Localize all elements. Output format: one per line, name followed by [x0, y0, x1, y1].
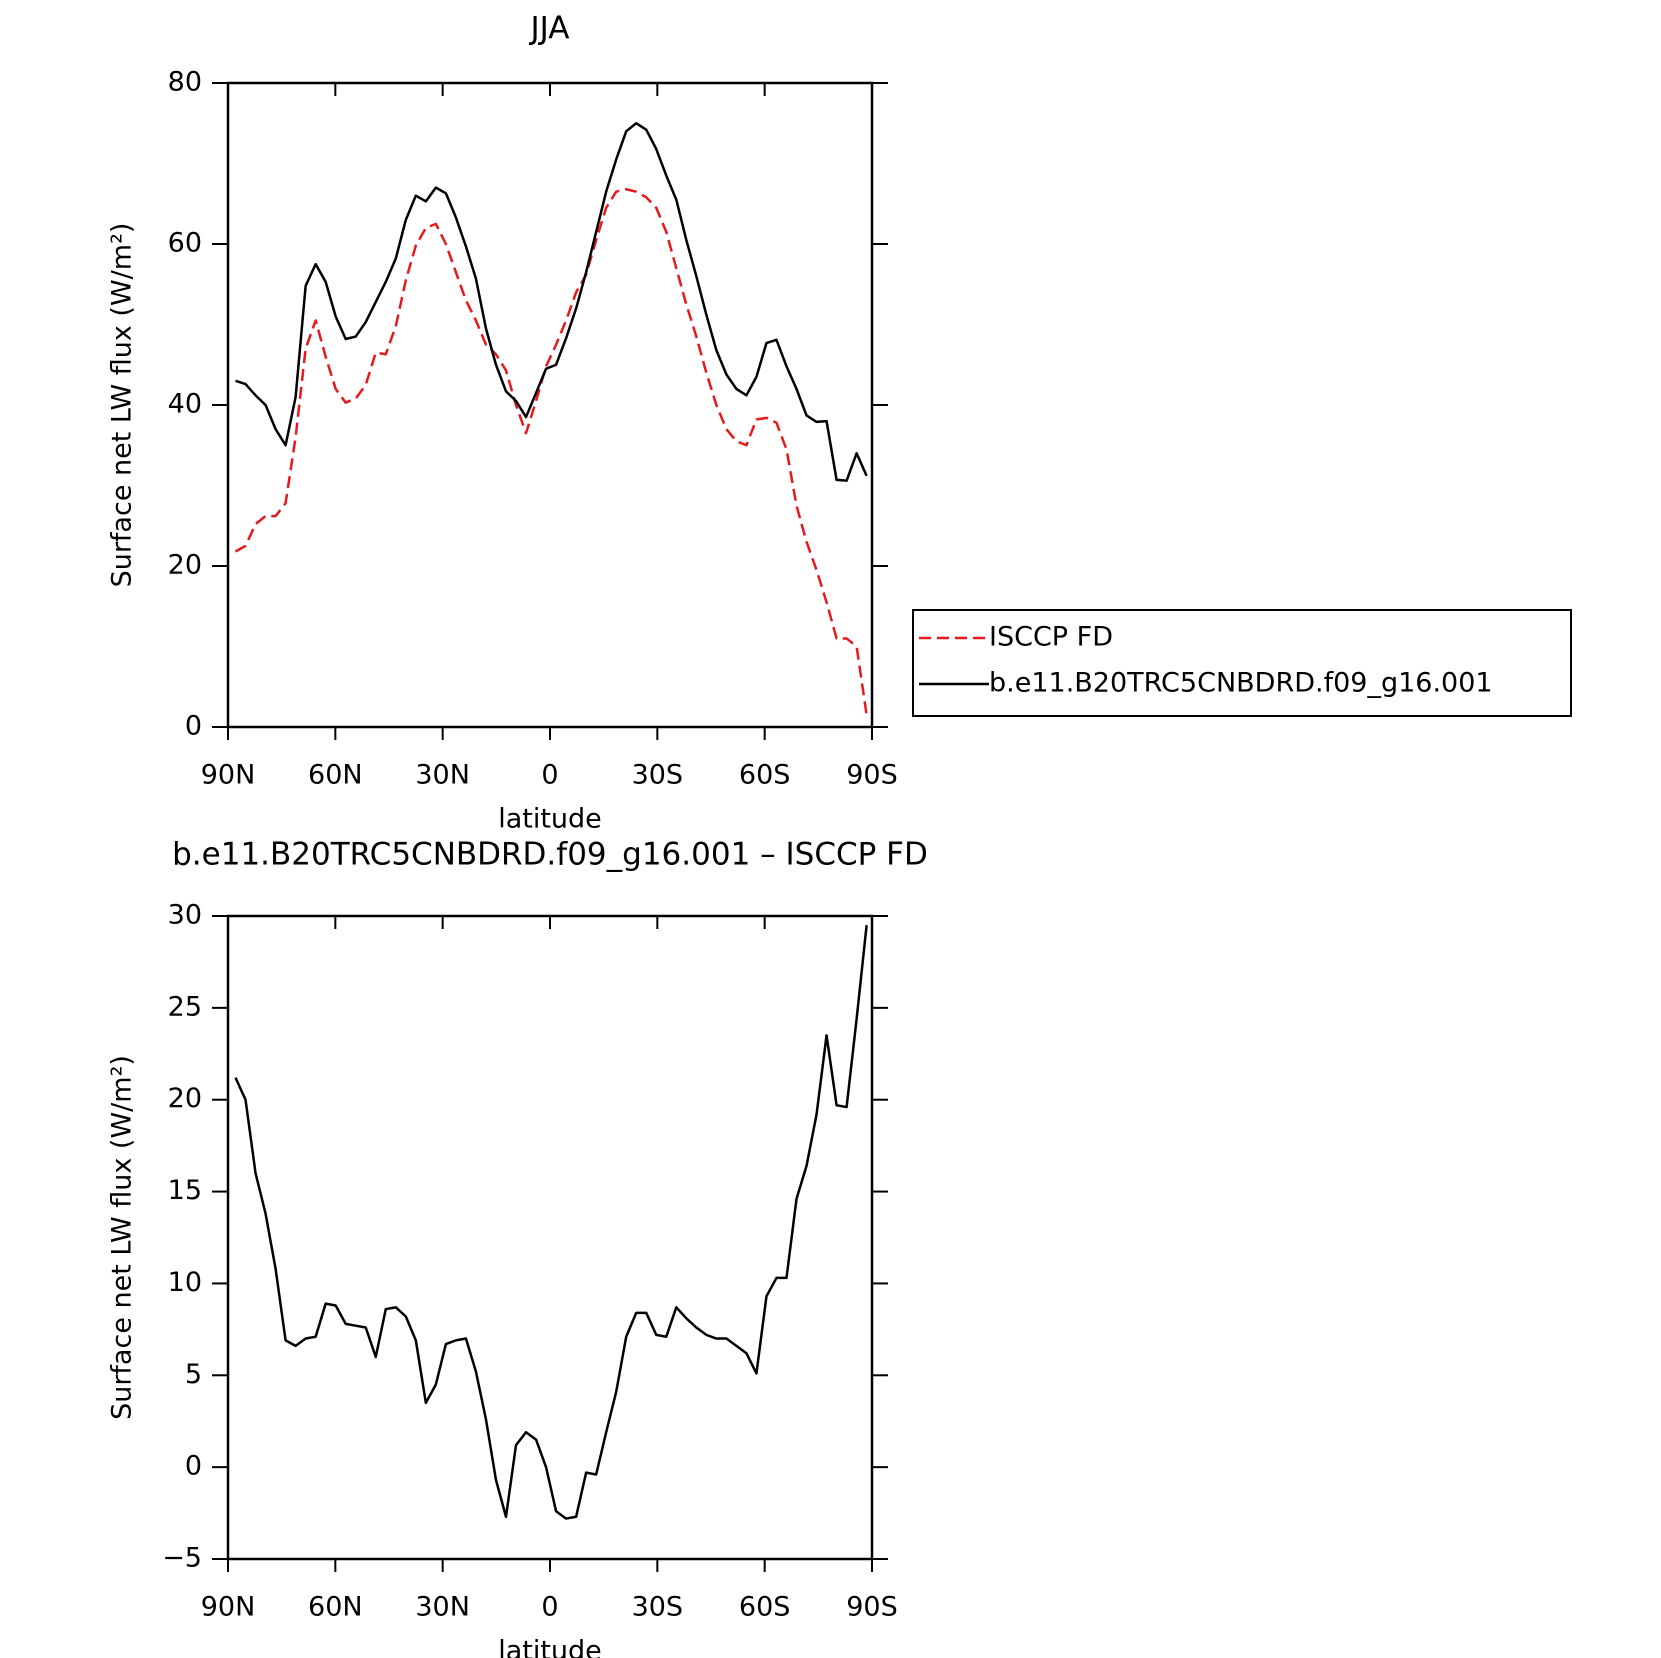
- y-tick-label: 0: [185, 1451, 202, 1482]
- x-tick-label: 90S: [846, 760, 898, 791]
- x-tick-label: 0: [541, 760, 558, 791]
- y-tick-label: 0: [185, 711, 202, 742]
- y-tick-label: 40: [168, 389, 202, 420]
- data-line: [234, 188, 868, 716]
- y-axis-label: Surface net LW flux (W/m²): [107, 223, 138, 588]
- x-tick-label: 30S: [632, 760, 684, 791]
- x-tick-label: 30N: [415, 1592, 470, 1623]
- y-tick-label: 60: [168, 228, 202, 259]
- chart-title: JJA: [529, 11, 570, 47]
- y-tick-label: 10: [168, 1267, 202, 1298]
- x-tick-label: 60S: [739, 1592, 791, 1623]
- x-tick-label: 60S: [739, 760, 791, 791]
- x-tick-label: 60N: [308, 760, 363, 791]
- data-line: [234, 925, 868, 1520]
- x-axis-label: latitude: [498, 804, 602, 835]
- y-tick-label: −5: [162, 1543, 202, 1574]
- x-axis-label: latitude: [498, 1636, 602, 1658]
- x-tick-label: 90N: [201, 1592, 256, 1623]
- y-tick-label: 25: [168, 991, 202, 1022]
- y-tick-label: 5: [185, 1359, 202, 1390]
- x-tick-label: 30S: [632, 1592, 684, 1623]
- legend-box: [912, 609, 1572, 717]
- legend-label: b.e11.B20TRC5CNBDRD.f09_g16.001: [989, 668, 1493, 699]
- y-axis-label: Surface net LW flux (W/m²): [107, 1055, 138, 1420]
- x-tick-label: 90S: [846, 1592, 898, 1623]
- y-tick-label: 15: [168, 1175, 202, 1206]
- legend-label: ISCCP FD: [989, 622, 1113, 653]
- x-tick-label: 30N: [415, 760, 470, 791]
- y-tick-label: 30: [168, 900, 202, 931]
- plot-frame: [226, 914, 874, 1561]
- chart-title: b.e11.B20TRC5CNBDRD.f09_g16.001 – ISCCP …: [172, 837, 928, 873]
- x-tick-label: 0: [541, 1592, 558, 1623]
- plot-frame: [226, 81, 874, 729]
- y-tick-label: 20: [168, 1083, 202, 1114]
- x-tick-label: 90N: [201, 760, 256, 791]
- x-tick-label: 60N: [308, 1592, 363, 1623]
- data-line: [235, 122, 868, 482]
- y-tick-label: 80: [168, 67, 202, 98]
- y-tick-label: 20: [168, 550, 202, 581]
